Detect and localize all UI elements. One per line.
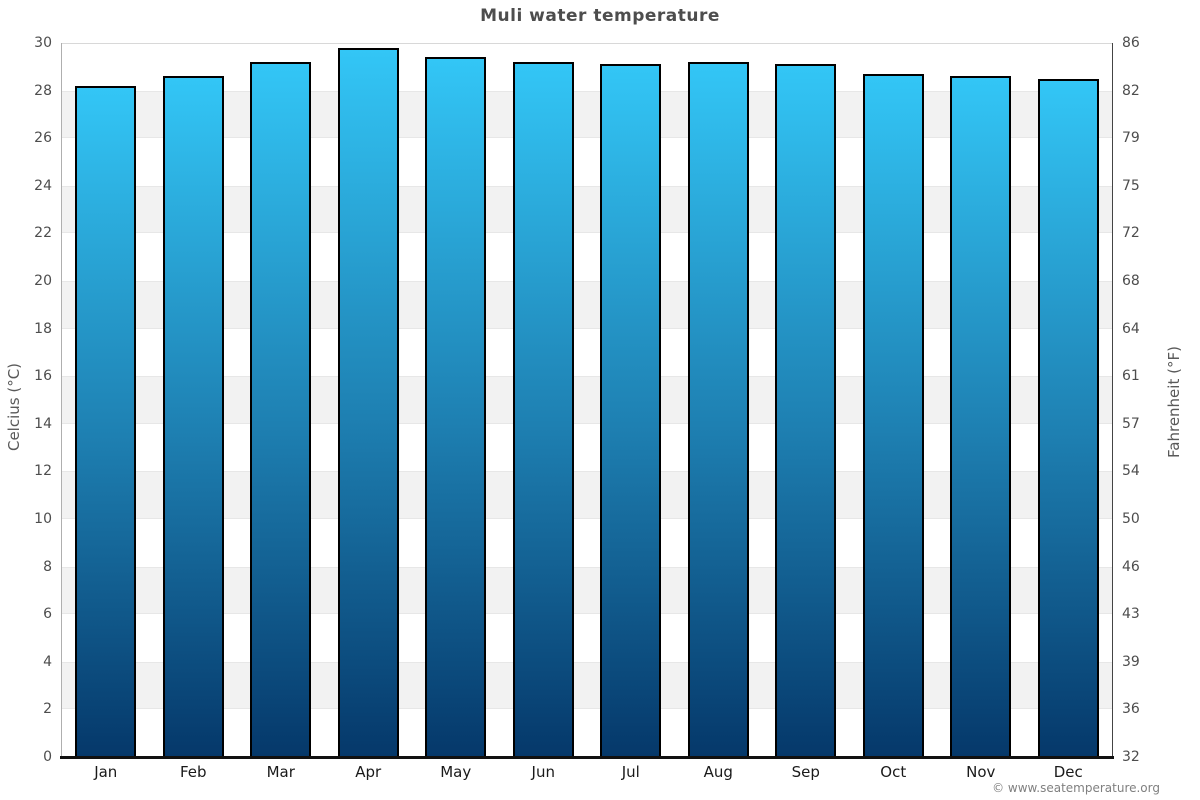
bar-jul [600, 64, 662, 757]
bar-sep [775, 64, 837, 757]
fahrenheit-tick-75: 75 [1122, 177, 1140, 194]
bar-jun [512, 62, 574, 757]
left-axis-line [61, 43, 62, 757]
fahrenheit-tick-36: 36 [1122, 701, 1140, 718]
fahrenheit-tick-82: 82 [1122, 82, 1140, 99]
celsius-tick-30: 30 [34, 35, 52, 51]
bar-jan [75, 85, 137, 757]
x-label-jul: Jul [621, 763, 640, 781]
x-label-sep: Sep [791, 763, 820, 781]
celsius-tick-2: 2 [43, 701, 52, 718]
fahrenheit-tick-46: 46 [1122, 558, 1140, 575]
fahrenheit-tick-86: 86 [1122, 35, 1140, 51]
fahrenheit-tick-43: 43 [1122, 606, 1140, 623]
celsius-tick-22: 22 [34, 225, 52, 242]
x-label-may: May [440, 763, 472, 781]
celsius-tick-26: 26 [34, 130, 52, 147]
celsius-tick-20: 20 [34, 273, 52, 289]
celsius-tick-0: 0 [43, 749, 52, 765]
grid-band-26-28c [62, 90, 1112, 139]
grid-band-6-8c [62, 566, 1112, 615]
celsius-tick-10: 10 [34, 511, 52, 527]
copyright-link[interactable]: © www.seatemperature.org [992, 781, 1160, 795]
grid-band-2-4c [62, 661, 1112, 710]
fahrenheit-tick-32: 32 [1122, 749, 1140, 765]
fahrenheit-tick-79: 79 [1122, 130, 1140, 147]
celsius-tick-18: 18 [34, 320, 52, 337]
grid-band-22-24c [62, 185, 1112, 234]
x-label-apr: Apr [355, 763, 382, 781]
grid-band-18-20c [62, 281, 1112, 329]
x-label-dec: Dec [1053, 763, 1083, 781]
x-label-mar: Mar [266, 763, 295, 781]
fahrenheit-tick-57: 57 [1122, 415, 1140, 432]
fahrenheit-tick-50: 50 [1122, 511, 1140, 527]
bar-nov [950, 76, 1012, 757]
celsius-tick-24: 24 [34, 177, 52, 194]
celsius-tick-14: 14 [34, 415, 52, 432]
grid-band-10-12c [62, 471, 1112, 519]
top-gridline [62, 43, 1112, 44]
celsius-tick-28: 28 [34, 82, 52, 99]
plot-area [62, 43, 1112, 757]
chart-title: Muli water temperature [480, 6, 720, 26]
bar-dec [1037, 78, 1099, 757]
celsius-tick-16: 16 [34, 368, 52, 385]
x-label-nov: Nov [966, 763, 996, 781]
x-label-jan: Jan [94, 763, 118, 781]
bottom-axis-line [60, 756, 1114, 759]
celsius-tick-4: 4 [43, 653, 52, 670]
bar-mar [250, 62, 312, 757]
x-label-jun: Jun [531, 763, 555, 781]
celsius-tick-6: 6 [43, 606, 52, 623]
bar-aug [687, 62, 749, 757]
fahrenheit-tick-68: 68 [1122, 273, 1140, 289]
right-axis-line [1112, 43, 1113, 757]
fahrenheit-axis-title: Fahrenheit (°F) [1165, 346, 1183, 458]
fahrenheit-tick-39: 39 [1122, 653, 1140, 670]
grid-band-14-16c [62, 376, 1112, 424]
bar-feb [162, 76, 224, 757]
fahrenheit-tick-72: 72 [1122, 225, 1140, 242]
x-label-feb: Feb [179, 763, 207, 781]
bar-apr [337, 47, 399, 757]
fahrenheit-tick-61: 61 [1122, 368, 1140, 385]
fahrenheit-tick-54: 54 [1122, 463, 1140, 480]
bar-may [425, 57, 487, 757]
x-label-aug: Aug [703, 763, 733, 781]
celsius-tick-8: 8 [43, 558, 52, 575]
x-label-oct: Oct [880, 763, 907, 781]
fahrenheit-tick-64: 64 [1122, 320, 1140, 337]
celsius-tick-12: 12 [34, 463, 52, 480]
bar-oct [862, 73, 924, 757]
